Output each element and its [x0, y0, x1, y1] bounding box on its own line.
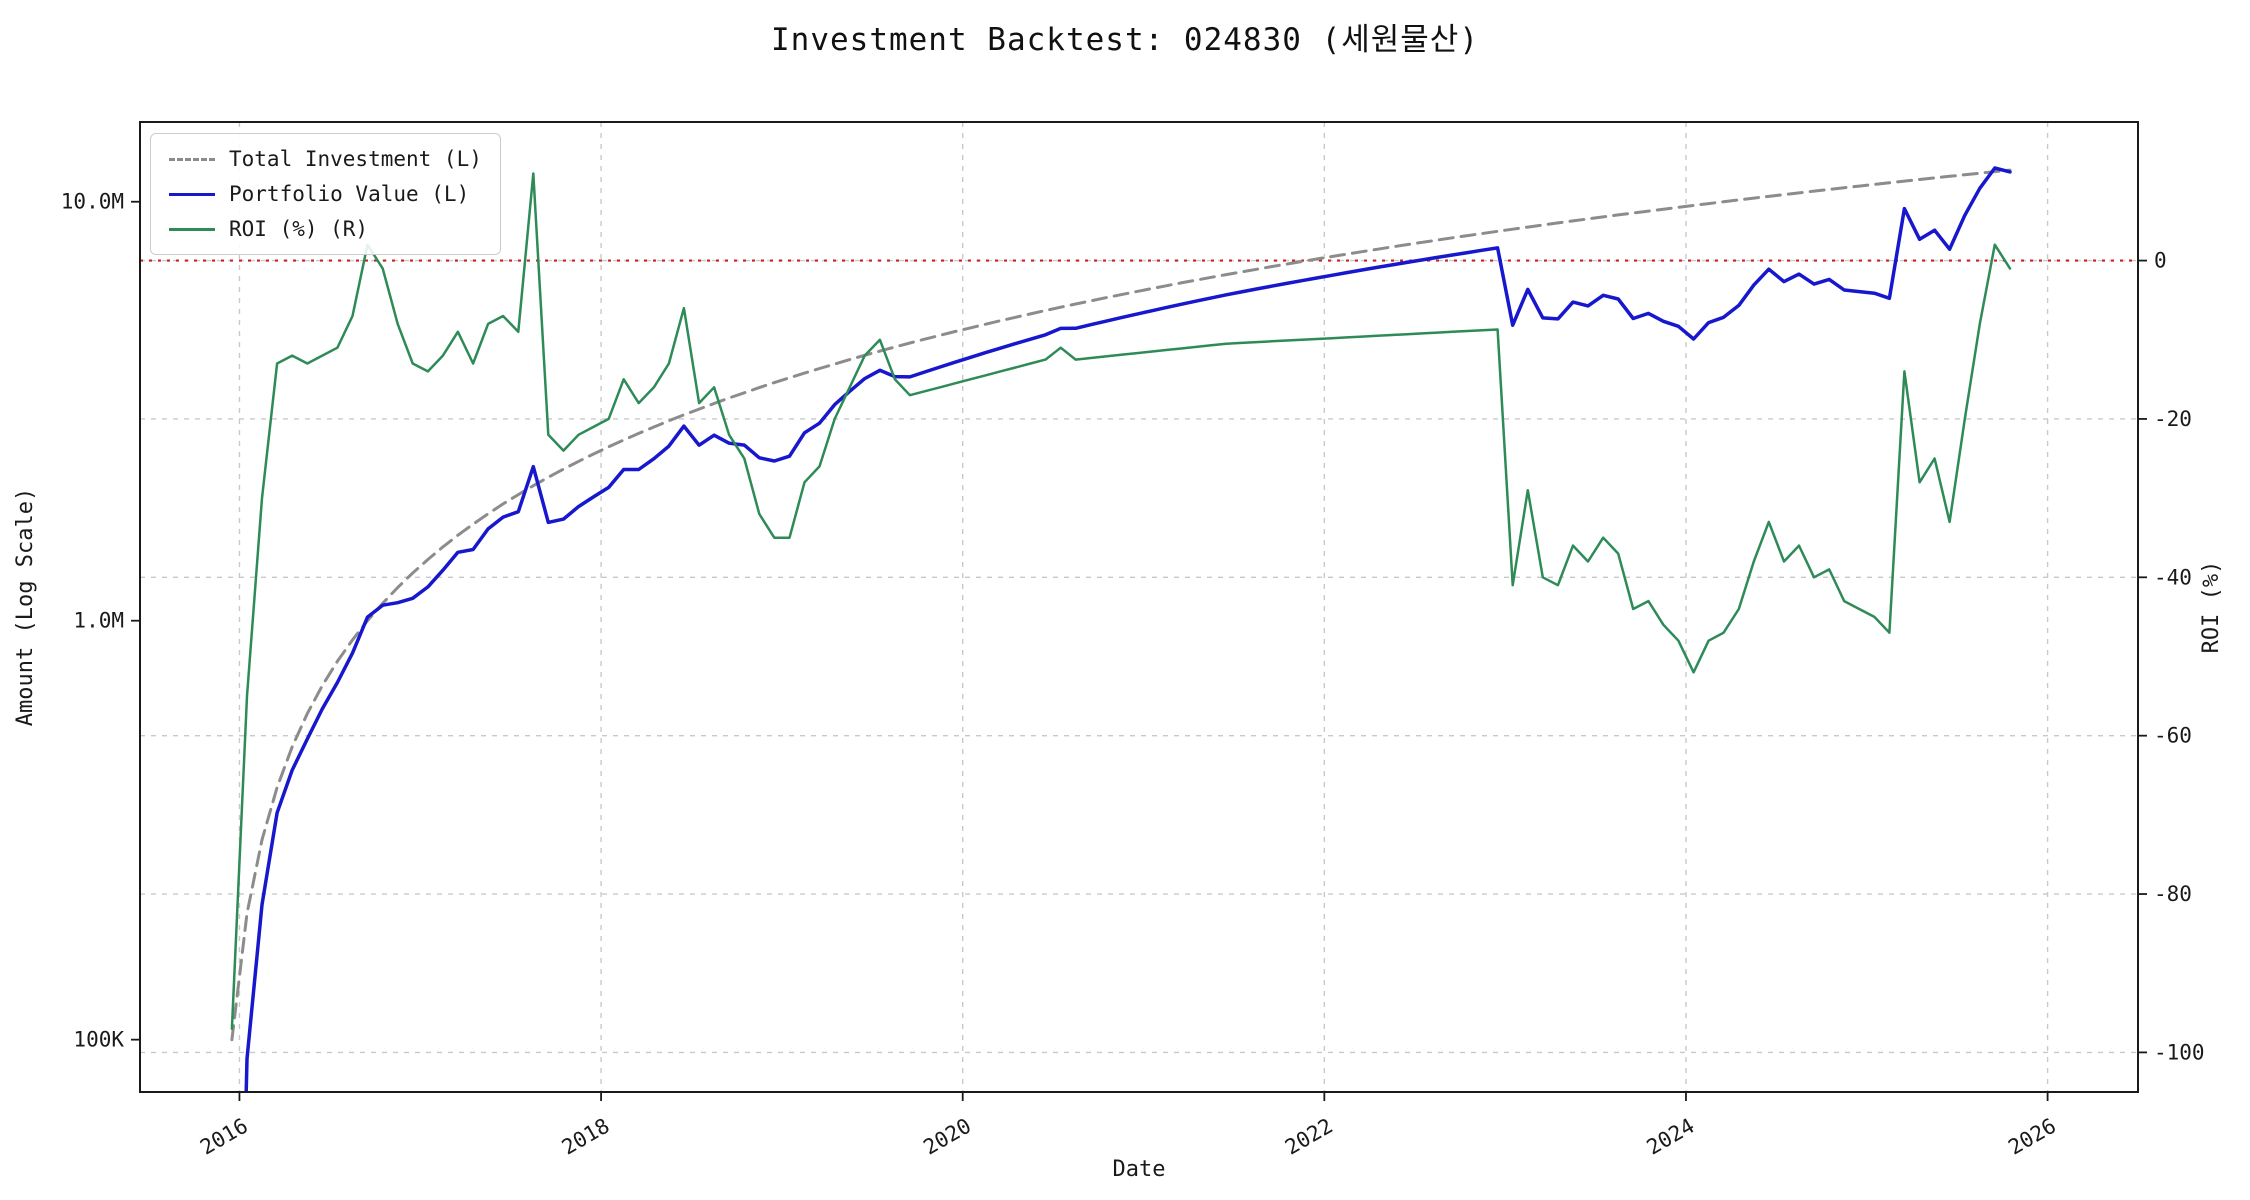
legend-label-roi: ROI (%) (R) — [229, 217, 369, 241]
y-left-tick-label: 100K — [73, 1028, 124, 1052]
x-tick-label: 2024 — [1643, 1114, 1699, 1160]
x-tick-label: 2016 — [196, 1114, 252, 1160]
y-right-tick-label: -40 — [2154, 565, 2192, 589]
legend-swatch-total-investment — [169, 157, 215, 161]
x-tick-label: 2026 — [2004, 1114, 2060, 1160]
x-tick-label: 2022 — [1281, 1114, 1337, 1160]
x-tick-label: 2018 — [558, 1114, 614, 1160]
chart-title: Investment Backtest: 024830 (세원물산) — [771, 22, 1479, 58]
x-tick-label: 2020 — [919, 1114, 975, 1160]
y-right-tick-label: -100 — [2154, 1040, 2205, 1064]
y-right-tick-label: -80 — [2154, 882, 2192, 906]
series-line-roi-r — [230, 172, 2012, 1030]
y-right-tick-label: -60 — [2154, 724, 2192, 748]
series-line-portfolio-value-l — [244, 166, 2012, 1092]
legend-swatch-portfolio-value — [169, 192, 215, 196]
y-left-tick-label: 10.0M — [61, 190, 124, 214]
legend-label-total-investment: Total Investment (L) — [229, 147, 482, 171]
legend: Total Investment (L) Portfolio Value (L)… — [150, 133, 501, 255]
y-right-tick-label: 0 — [2154, 249, 2167, 273]
y-left-tick-label: 1.0M — [73, 609, 124, 633]
legend-item-portfolio-value: Portfolio Value (L) — [169, 182, 482, 206]
series-line-total-investment-l — [230, 168, 2012, 1042]
y-axis-left-label: Amount (Log Scale) — [13, 488, 38, 726]
legend-swatch-roi — [169, 227, 215, 231]
legend-label-portfolio-value: Portfolio Value (L) — [229, 182, 470, 206]
plot-border — [139, 121, 2139, 1093]
x-axis-label: Date — [1113, 1157, 1166, 1182]
y-right-tick-label: -20 — [2154, 407, 2192, 431]
legend-item-roi: ROI (%) (R) — [169, 217, 482, 241]
y-axis-right-label: ROI (%) — [2199, 561, 2224, 654]
legend-item-total-investment: Total Investment (L) — [169, 147, 482, 171]
series-group — [230, 166, 2012, 1092]
